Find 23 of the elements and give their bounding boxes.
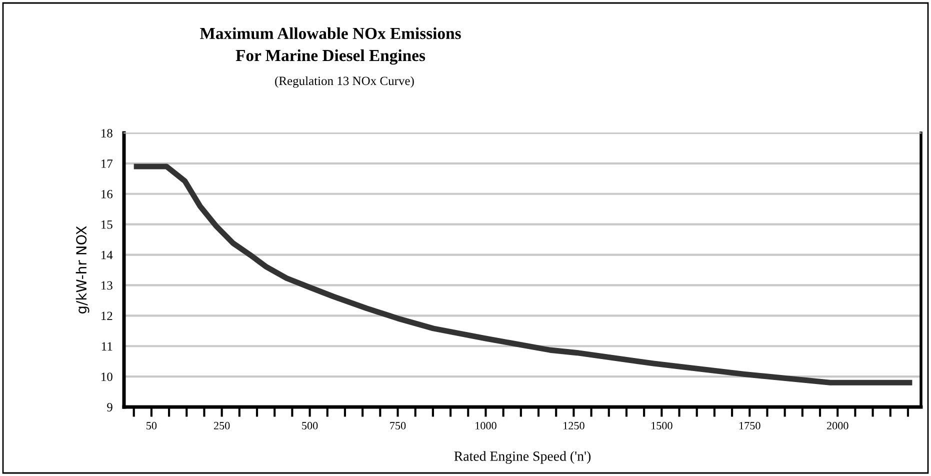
x-tick-label: 750 — [390, 422, 406, 430]
y-tick-label: 17 — [101, 160, 113, 168]
x-tick-label: 1500 — [652, 422, 672, 430]
x-tick-label: 1000 — [476, 422, 496, 430]
y-tick-label: 18 — [101, 129, 112, 138]
x-tick-label: 50 — [146, 422, 157, 430]
y-tick-label: 12 — [101, 312, 112, 320]
x-tick-label: 500 — [302, 422, 318, 430]
y-tick-label: 9 — [107, 403, 112, 412]
chart-title: Maximum Allowable NOx Emissions For Marine Diesel Engines — [200, 27, 461, 65]
y-tick-label: 10 — [101, 372, 112, 382]
y-tick-label: 15 — [101, 220, 112, 229]
x-axis-title: Rated Engine Speed ('n') — [454, 451, 591, 464]
x-tick-label: 250 — [214, 422, 230, 430]
x-tick-label: 1750 — [740, 422, 760, 430]
x-tick-label: 2000 — [826, 422, 848, 430]
y-axis-title: g/kW-hr NOX — [76, 226, 90, 314]
chart-subtitle: (Regulation 13 NOx Curve) — [275, 76, 414, 88]
y-tick-label: 13 — [101, 281, 112, 290]
y-tick-label: 11 — [102, 342, 112, 350]
y-tick-label: 16 — [101, 190, 113, 198]
x-tick-label: 1250 — [564, 422, 584, 430]
y-tick-label: 14 — [101, 250, 113, 260]
